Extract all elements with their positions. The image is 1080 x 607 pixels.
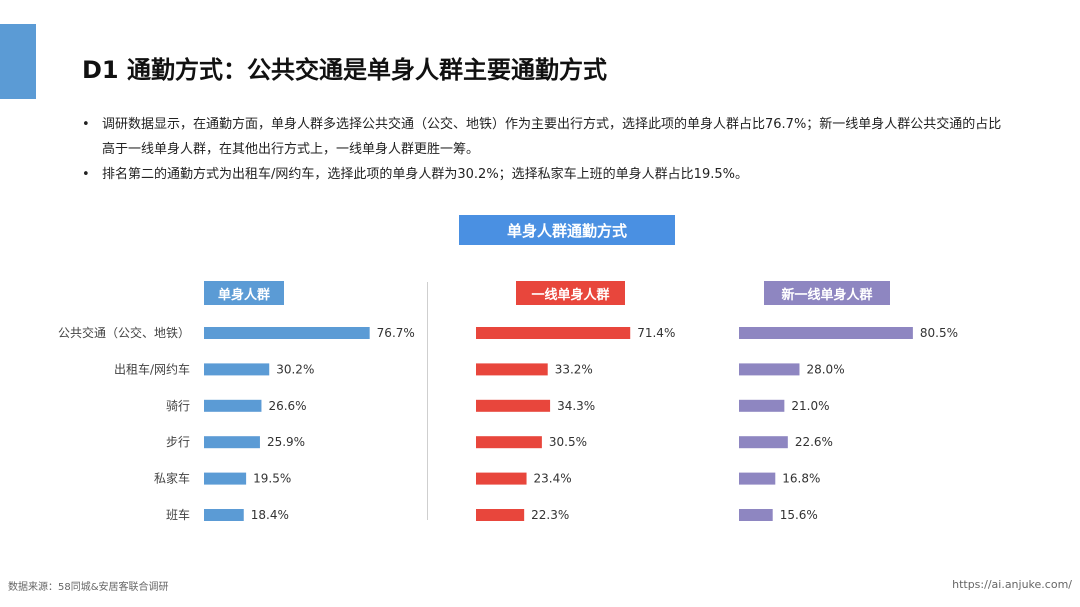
- data-label: 30.5%: [549, 435, 587, 449]
- bullet-dot: •: [82, 167, 90, 182]
- bar: [476, 399, 551, 412]
- bullet-list: • 调研数据显示，在通勤方面，单身人群多选择公共交通（公交、地铁）作为主要出行方…: [78, 112, 1008, 187]
- data-label: 71.4%: [637, 326, 675, 340]
- bullet-text: 调研数据显示，在通勤方面，单身人群多选择公共交通（公交、地铁）作为主要出行方式，…: [102, 117, 1002, 157]
- bullet-item: • 排名第二的通勤方式为出租车/网约车，选择此项的单身人群为30.2%；选择私家…: [78, 162, 1008, 187]
- category-label: 步行: [166, 435, 190, 449]
- data-label: 21.0%: [791, 399, 829, 413]
- panel-label-tier1: 一线单身人群: [516, 281, 625, 305]
- category-label: 公共交通（公交、地铁）: [58, 325, 190, 340]
- data-label: 25.9%: [267, 435, 305, 449]
- bar: [204, 363, 270, 376]
- category-label: 班车: [166, 507, 190, 522]
- bar: [204, 399, 262, 412]
- data-label: 16.8%: [782, 472, 820, 486]
- category-label: 私家车: [154, 471, 190, 486]
- bar: [739, 472, 776, 485]
- bar: [476, 327, 631, 339]
- bar: [739, 363, 800, 376]
- data-label: 76.7%: [377, 326, 415, 340]
- bar: [739, 509, 773, 521]
- source-url: https://ai.anjuke.com/: [952, 578, 1072, 591]
- data-label: 30.2%: [276, 362, 314, 376]
- bar: [204, 327, 370, 339]
- panel-divider: [427, 282, 428, 520]
- panel-label-new-tier1: 新一线单身人群: [764, 281, 890, 305]
- page-title: D1 通勤方式：公共交通是单身人群主要通勤方式: [82, 56, 607, 84]
- bar: [739, 436, 788, 449]
- chart-title: 单身人群通勤方式: [459, 215, 675, 245]
- bullet-text: 排名第二的通勤方式为出租车/网约车，选择此项的单身人群为30.2%；选择私家车上…: [102, 167, 748, 182]
- category-label: 骑行: [166, 399, 190, 413]
- data-label: 33.2%: [555, 362, 593, 376]
- bar: [476, 436, 542, 449]
- bar: [476, 472, 527, 485]
- bar: [476, 509, 525, 521]
- data-label: 80.5%: [920, 326, 958, 340]
- data-label: 18.4%: [251, 508, 289, 522]
- category-label: 出租车/网约车: [114, 361, 190, 376]
- data-label: 22.3%: [531, 508, 569, 522]
- bar: [204, 509, 244, 521]
- data-label: 26.6%: [268, 399, 306, 413]
- bullet-dot: •: [82, 117, 90, 132]
- data-label: 23.4%: [534, 472, 572, 486]
- data-label: 22.6%: [795, 435, 833, 449]
- bar: [739, 327, 913, 339]
- bar: [204, 472, 247, 485]
- data-label: 19.5%: [253, 472, 291, 486]
- accent-bar: [0, 24, 36, 99]
- data-label: 28.0%: [806, 362, 844, 376]
- bar: [476, 363, 548, 376]
- panel-label-all: 单身人群: [204, 281, 284, 305]
- data-label: 15.6%: [780, 508, 818, 522]
- bar: [204, 436, 260, 449]
- data-source: 数据来源：58同城&安居客联合调研: [8, 582, 169, 593]
- data-label: 34.3%: [557, 399, 595, 413]
- bar: [739, 399, 785, 412]
- bullet-item: • 调研数据显示，在通勤方面，单身人群多选择公共交通（公交、地铁）作为主要出行方…: [78, 112, 1008, 162]
